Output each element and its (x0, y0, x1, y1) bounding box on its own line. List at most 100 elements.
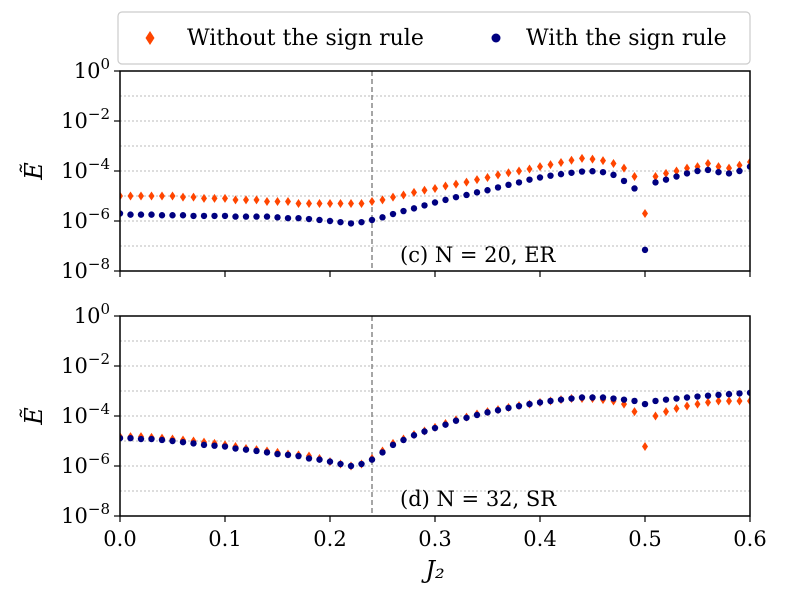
point-with-sign-rule (200, 441, 208, 449)
point-with-sign-rule (316, 456, 323, 463)
point-without-sign-rule (138, 191, 144, 201)
point-without-sign-rule (442, 181, 449, 191)
point-with-sign-rule (452, 193, 460, 201)
point-with-sign-rule (631, 185, 638, 192)
point-with-sign-rule (347, 462, 355, 470)
point-without-sign-rule (327, 199, 333, 209)
point-with-sign-rule (326, 458, 334, 465)
y-tick-label: 10−4 (61, 155, 110, 183)
point-with-sign-rule (400, 436, 407, 444)
point-with-sign-rule (263, 449, 271, 456)
point-without-sign-rule (673, 166, 680, 176)
point-with-sign-rule (494, 184, 502, 191)
point-with-sign-rule (589, 394, 596, 401)
point-with-sign-rule (652, 397, 659, 405)
y-tick-label: 100 (74, 300, 110, 328)
point-with-sign-rule (431, 424, 439, 432)
point-with-sign-rule (725, 170, 733, 177)
point-without-sign-rule (421, 185, 428, 195)
y-tick-label: 10−8 (61, 255, 110, 283)
point-without-sign-rule (684, 401, 690, 411)
point-without-sign-rule (285, 197, 291, 207)
point-without-sign-rule (337, 199, 344, 209)
point-without-sign-rule (148, 191, 155, 201)
point-with-sign-rule (379, 214, 386, 221)
point-without-sign-rule (379, 195, 386, 205)
point-without-sign-rule (715, 162, 722, 172)
point-with-sign-rule (305, 455, 313, 462)
point-with-sign-rule (158, 436, 166, 444)
point-without-sign-rule (621, 163, 627, 173)
point-with-sign-rule (505, 404, 512, 412)
point-with-sign-rule (725, 390, 733, 398)
legend: Without the sign rule With the sign rule (117, 11, 751, 65)
point-without-sign-rule (243, 195, 249, 205)
point-with-sign-rule (442, 196, 449, 204)
point-with-sign-rule (526, 176, 533, 183)
point-with-sign-rule (662, 176, 670, 183)
point-without-sign-rule (610, 158, 617, 168)
point-with-sign-rule (169, 212, 176, 219)
point-with-sign-rule (515, 402, 523, 410)
point-without-sign-rule (631, 407, 638, 417)
point-with-sign-rule (673, 395, 680, 402)
point-with-sign-rule (120, 210, 124, 217)
point-without-sign-rule (642, 442, 648, 452)
panel-c-annotation: (c) N = 20, ER (400, 243, 557, 267)
point-with-sign-rule (599, 168, 607, 176)
point-with-sign-rule (148, 211, 155, 218)
y-tick-label: 10−4 (61, 400, 110, 428)
point-with-sign-rule (305, 215, 313, 223)
y-tick-label: 10−6 (61, 205, 110, 233)
point-with-sign-rule (221, 443, 229, 450)
point-without-sign-rule (432, 183, 438, 193)
point-with-sign-rule (515, 179, 523, 186)
point-without-sign-rule (348, 199, 354, 209)
point-with-sign-rule (610, 395, 617, 402)
point-with-sign-rule (442, 421, 449, 428)
point-with-sign-rule (704, 392, 712, 399)
x-tick-label: 0.4 (523, 527, 556, 551)
point-with-sign-rule (274, 214, 281, 221)
point-with-sign-rule (568, 395, 575, 402)
point-with-sign-rule (746, 163, 750, 170)
point-with-sign-rule (683, 394, 691, 401)
point-with-sign-rule (547, 397, 554, 405)
point-with-sign-rule (337, 460, 344, 468)
point-with-sign-rule (326, 217, 334, 225)
point-with-sign-rule (368, 216, 376, 224)
point-with-sign-rule (190, 440, 197, 447)
point-with-sign-rule (127, 211, 134, 218)
point-with-sign-rule (284, 451, 292, 459)
point-with-sign-rule (389, 441, 397, 449)
point-with-sign-rule (242, 446, 250, 453)
point-with-sign-rule (253, 213, 260, 220)
y-tick-label: 10−2 (61, 350, 110, 378)
point-with-sign-rule (704, 166, 712, 174)
point-without-sign-rule (222, 193, 228, 203)
panel-c-xticks (119, 271, 751, 277)
point-with-sign-rule (473, 411, 481, 419)
point-with-sign-rule (190, 212, 197, 220)
point-with-sign-rule (127, 434, 134, 442)
point-with-sign-rule (232, 445, 239, 452)
point-with-sign-rule (379, 449, 386, 456)
point-without-sign-rule (726, 163, 732, 173)
point-with-sign-rule (683, 170, 691, 177)
y-tick-label: 100 (74, 55, 110, 83)
point-without-sign-rule (652, 172, 659, 182)
point-without-sign-rule (589, 154, 596, 164)
panel-c-yticks: 100 10−2 10−4 10−6 10−8 (61, 55, 120, 283)
point-with-sign-rule (179, 212, 187, 219)
point-with-sign-rule (148, 435, 155, 443)
point-with-sign-rule (484, 187, 491, 194)
point-with-sign-rule (389, 210, 397, 218)
point-without-sign-rule (180, 192, 186, 202)
panel-d-ylabel: Ẽ (19, 407, 48, 426)
point-with-sign-rule (631, 397, 638, 405)
point-with-sign-rule (662, 396, 670, 403)
point-without-sign-rule (673, 403, 680, 413)
point-with-sign-rule (494, 407, 502, 414)
